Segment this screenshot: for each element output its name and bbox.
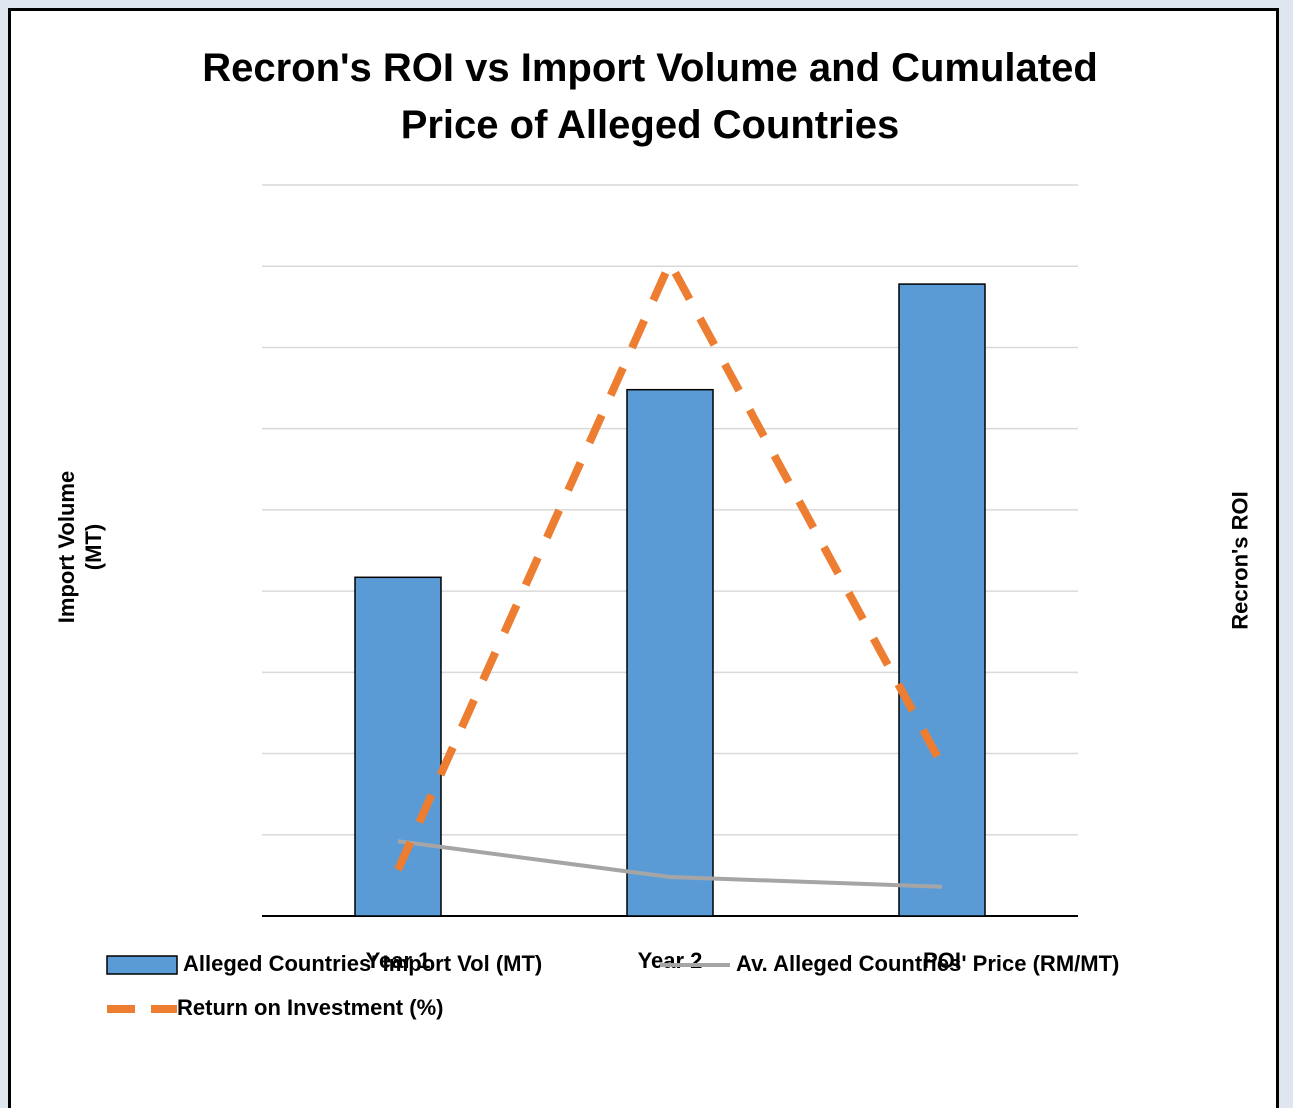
legend-label: Av. Alleged Countries' Price (RM/MT)	[736, 951, 1119, 976]
bar	[626, 388, 714, 917]
bar	[354, 576, 442, 917]
chart-title: Recron's ROI vs Import Volume and Cumula…	[202, 46, 1098, 147]
x-tick-label: Year 1	[366, 948, 431, 973]
line	[397, 839, 943, 889]
x-tick-label: Year 2	[638, 948, 703, 973]
legend-label: Alleged Countries' Import Vol (MT)	[183, 951, 542, 976]
x-tick-label: POI	[923, 948, 961, 973]
bar	[898, 283, 986, 917]
legend-label: Return on Investment (%)	[177, 995, 443, 1020]
legend-swatch	[106, 955, 178, 975]
dashed-line	[394, 253, 946, 872]
